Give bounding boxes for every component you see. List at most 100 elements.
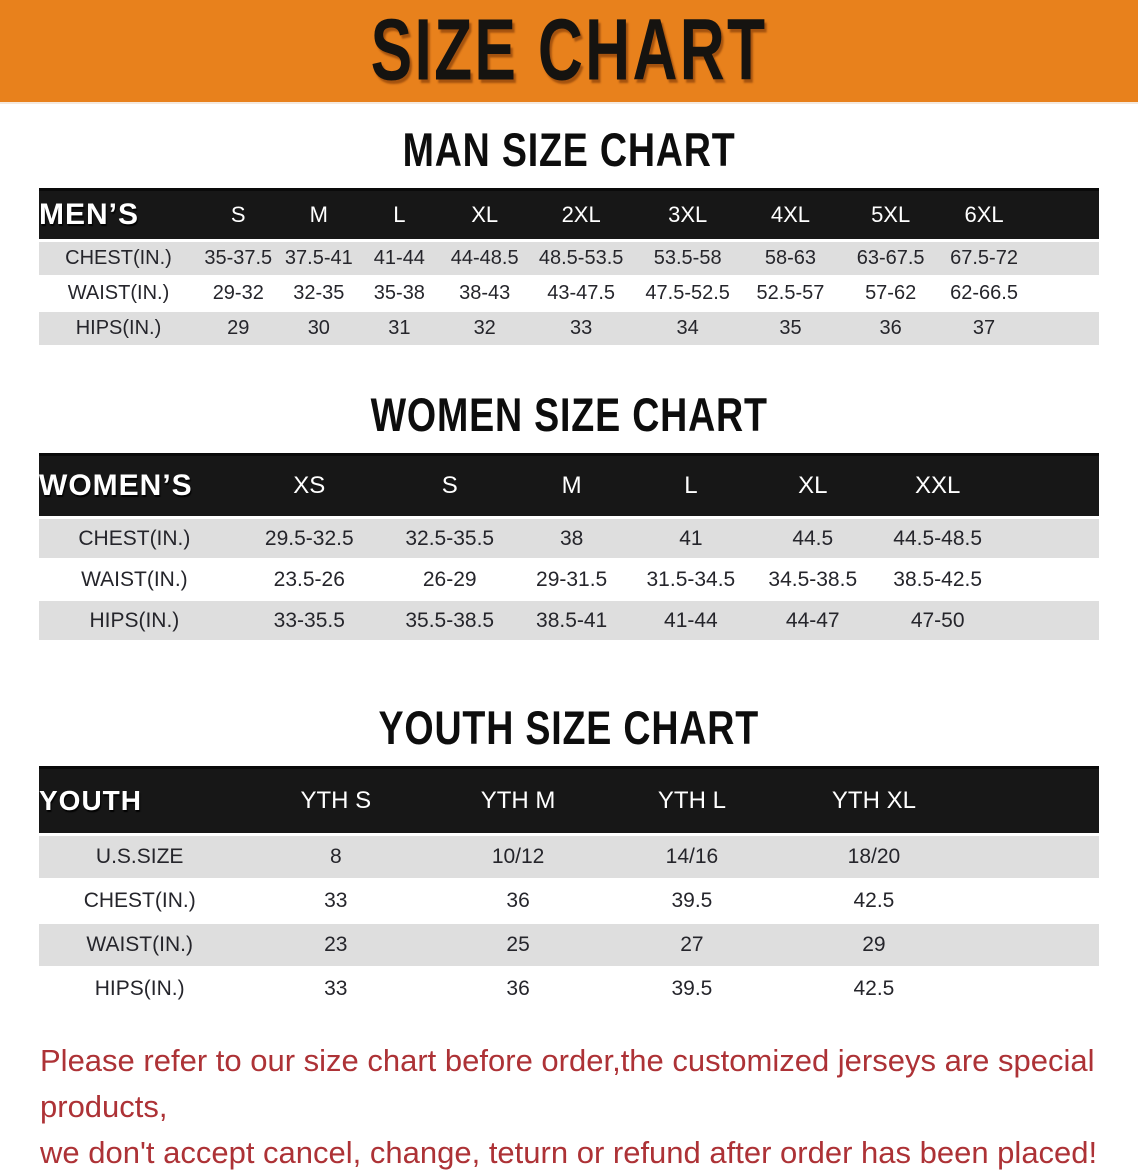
cell: 33 (240, 967, 432, 1012)
cell: 44-48.5 (439, 240, 530, 277)
cell: 10/12 (431, 834, 606, 880)
cell: 67.5-72 (943, 240, 1099, 277)
cell: 38.5-41 (510, 600, 633, 642)
cell: 38 (510, 517, 633, 560)
men-group-label: MEN’S (39, 188, 198, 242)
men-size-table: MEN’S S M L XL 2XL 3XL 4XL 5XL 6XL CHEST… (39, 188, 1099, 347)
women-hips-label: HIPS(IN.) (39, 600, 230, 642)
youth-hips-row: HIPS(IN.) 33 36 39.5 42.5 (39, 967, 1099, 1012)
cell: 41-44 (632, 600, 750, 642)
cell: 32.5-35.5 (388, 517, 511, 560)
men-col-xl: XL (439, 188, 530, 242)
men-chest-row: CHEST(IN.) 35-37.5 37.5-41 41-44 44-48.5… (39, 240, 1099, 277)
youth-size-table: YOUTH YTH S YTH M YTH L YTH XL U.S.SIZE … (39, 766, 1099, 1012)
men-col-6xl: 6XL (943, 188, 1099, 242)
youth-col-m: YTH M (431, 766, 606, 836)
youth-col-s: YTH S (240, 766, 432, 836)
cell: 63-67.5 (838, 240, 944, 277)
women-col-xxl: XXL (876, 453, 1099, 519)
women-chest-label: CHEST(IN.) (39, 517, 230, 560)
cell: 58-63 (742, 240, 839, 277)
women-col-m: M (510, 453, 633, 519)
youth-ussize-row: U.S.SIZE 8 10/12 14/16 18/20 (39, 834, 1099, 880)
cell: 29 (778, 923, 1099, 968)
youth-col-xl: YTH XL (778, 766, 1099, 836)
cell: 32-35 (278, 276, 360, 312)
cell: 43-47.5 (529, 276, 633, 312)
disclaimer-line-1: Please refer to our size chart before or… (40, 1043, 1095, 1124)
cell: 39.5 (605, 879, 779, 924)
cell: 18/20 (778, 834, 1099, 880)
women-section-heading: WOMEN SIZE CHART (0, 389, 1138, 453)
cell: 23 (240, 923, 432, 968)
cell: 36 (431, 967, 606, 1012)
cell: 31.5-34.5 (632, 559, 750, 601)
cell: 33 (529, 311, 633, 347)
cell: 39.5 (605, 967, 779, 1012)
women-heading-text: WOMEN SIZE CHART (370, 388, 768, 441)
cell: 34 (632, 311, 743, 347)
cell: 32 (439, 311, 530, 347)
cell: 35-38 (359, 276, 440, 312)
cell: 38.5-42.5 (876, 559, 1099, 601)
cell: 41-44 (359, 240, 440, 277)
cell: 29.5-32.5 (229, 517, 389, 560)
women-chest-row: CHEST(IN.) 29.5-32.5 32.5-35.5 38 41 44.… (39, 517, 1099, 560)
cell: 47-50 (876, 600, 1099, 642)
cell: 29-32 (198, 276, 279, 312)
women-waist-row: WAIST(IN.) 23.5-26 26-29 29-31.5 31.5-34… (39, 559, 1099, 601)
women-col-xl: XL (749, 453, 877, 519)
cell: 26-29 (388, 559, 511, 601)
youth-col-l: YTH L (605, 766, 779, 836)
cell: 57-62 (838, 276, 944, 312)
banner-title: SIZE CHART (370, 2, 768, 99)
men-chest-label: CHEST(IN.) (39, 240, 198, 277)
cell: 36 (838, 311, 944, 347)
women-group-label: WOMEN’S (39, 453, 230, 519)
cell: 23.5-26 (229, 559, 389, 601)
disclaimer-text: Please refer to our size chart before or… (40, 1038, 1100, 1176)
women-header-row: WOMEN’S XS S M L XL XXL (39, 453, 1099, 519)
men-col-5xl: 5XL (838, 188, 944, 242)
cell: 52.5-57 (742, 276, 839, 312)
cell: 38-43 (439, 276, 530, 312)
cell: 27 (605, 923, 779, 968)
cell: 37 (943, 311, 1099, 347)
men-col-4xl: 4XL (742, 188, 839, 242)
women-col-s: S (388, 453, 511, 519)
men-waist-row: WAIST(IN.) 29-32 32-35 35-38 38-43 43-47… (39, 276, 1099, 312)
cell: 14/16 (605, 834, 779, 880)
cell: 44-47 (749, 600, 877, 642)
youth-hips-label: HIPS(IN.) (39, 967, 241, 1012)
men-col-m: M (278, 188, 360, 242)
cell: 42.5 (778, 879, 1099, 924)
men-waist-label: WAIST(IN.) (39, 276, 198, 312)
cell: 8 (240, 834, 432, 880)
cell: 33-35.5 (229, 600, 389, 642)
women-size-table: WOMEN’S XS S M L XL XXL CHEST(IN.) 29.5-… (39, 453, 1099, 642)
cell: 47.5-52.5 (632, 276, 743, 312)
cell: 41 (632, 517, 750, 560)
women-col-xs: XS (229, 453, 389, 519)
cell: 35 (742, 311, 839, 347)
men-col-s: S (198, 188, 279, 242)
cell: 44.5-48.5 (876, 517, 1099, 560)
women-col-l: L (632, 453, 750, 519)
cell: 30 (278, 311, 360, 347)
youth-waist-row: WAIST(IN.) 23 25 27 29 (39, 923, 1099, 968)
youth-section-heading: YOUTH SIZE CHART (0, 702, 1138, 766)
cell: 31 (359, 311, 440, 347)
cell: 44.5 (749, 517, 877, 560)
cell: 35-37.5 (198, 240, 279, 277)
youth-group-label: YOUTH (39, 766, 241, 836)
cell: 29 (198, 311, 279, 347)
cell: 29-31.5 (510, 559, 633, 601)
men-col-l: L (359, 188, 440, 242)
cell: 34.5-38.5 (749, 559, 877, 601)
cell: 33 (240, 879, 432, 924)
youth-header-row: YOUTH YTH S YTH M YTH L YTH XL (39, 766, 1099, 836)
women-hips-row: HIPS(IN.) 33-35.5 35.5-38.5 38.5-41 41-4… (39, 600, 1099, 642)
cell: 37.5-41 (278, 240, 360, 277)
cell: 36 (431, 879, 606, 924)
cell: 62-66.5 (943, 276, 1099, 312)
